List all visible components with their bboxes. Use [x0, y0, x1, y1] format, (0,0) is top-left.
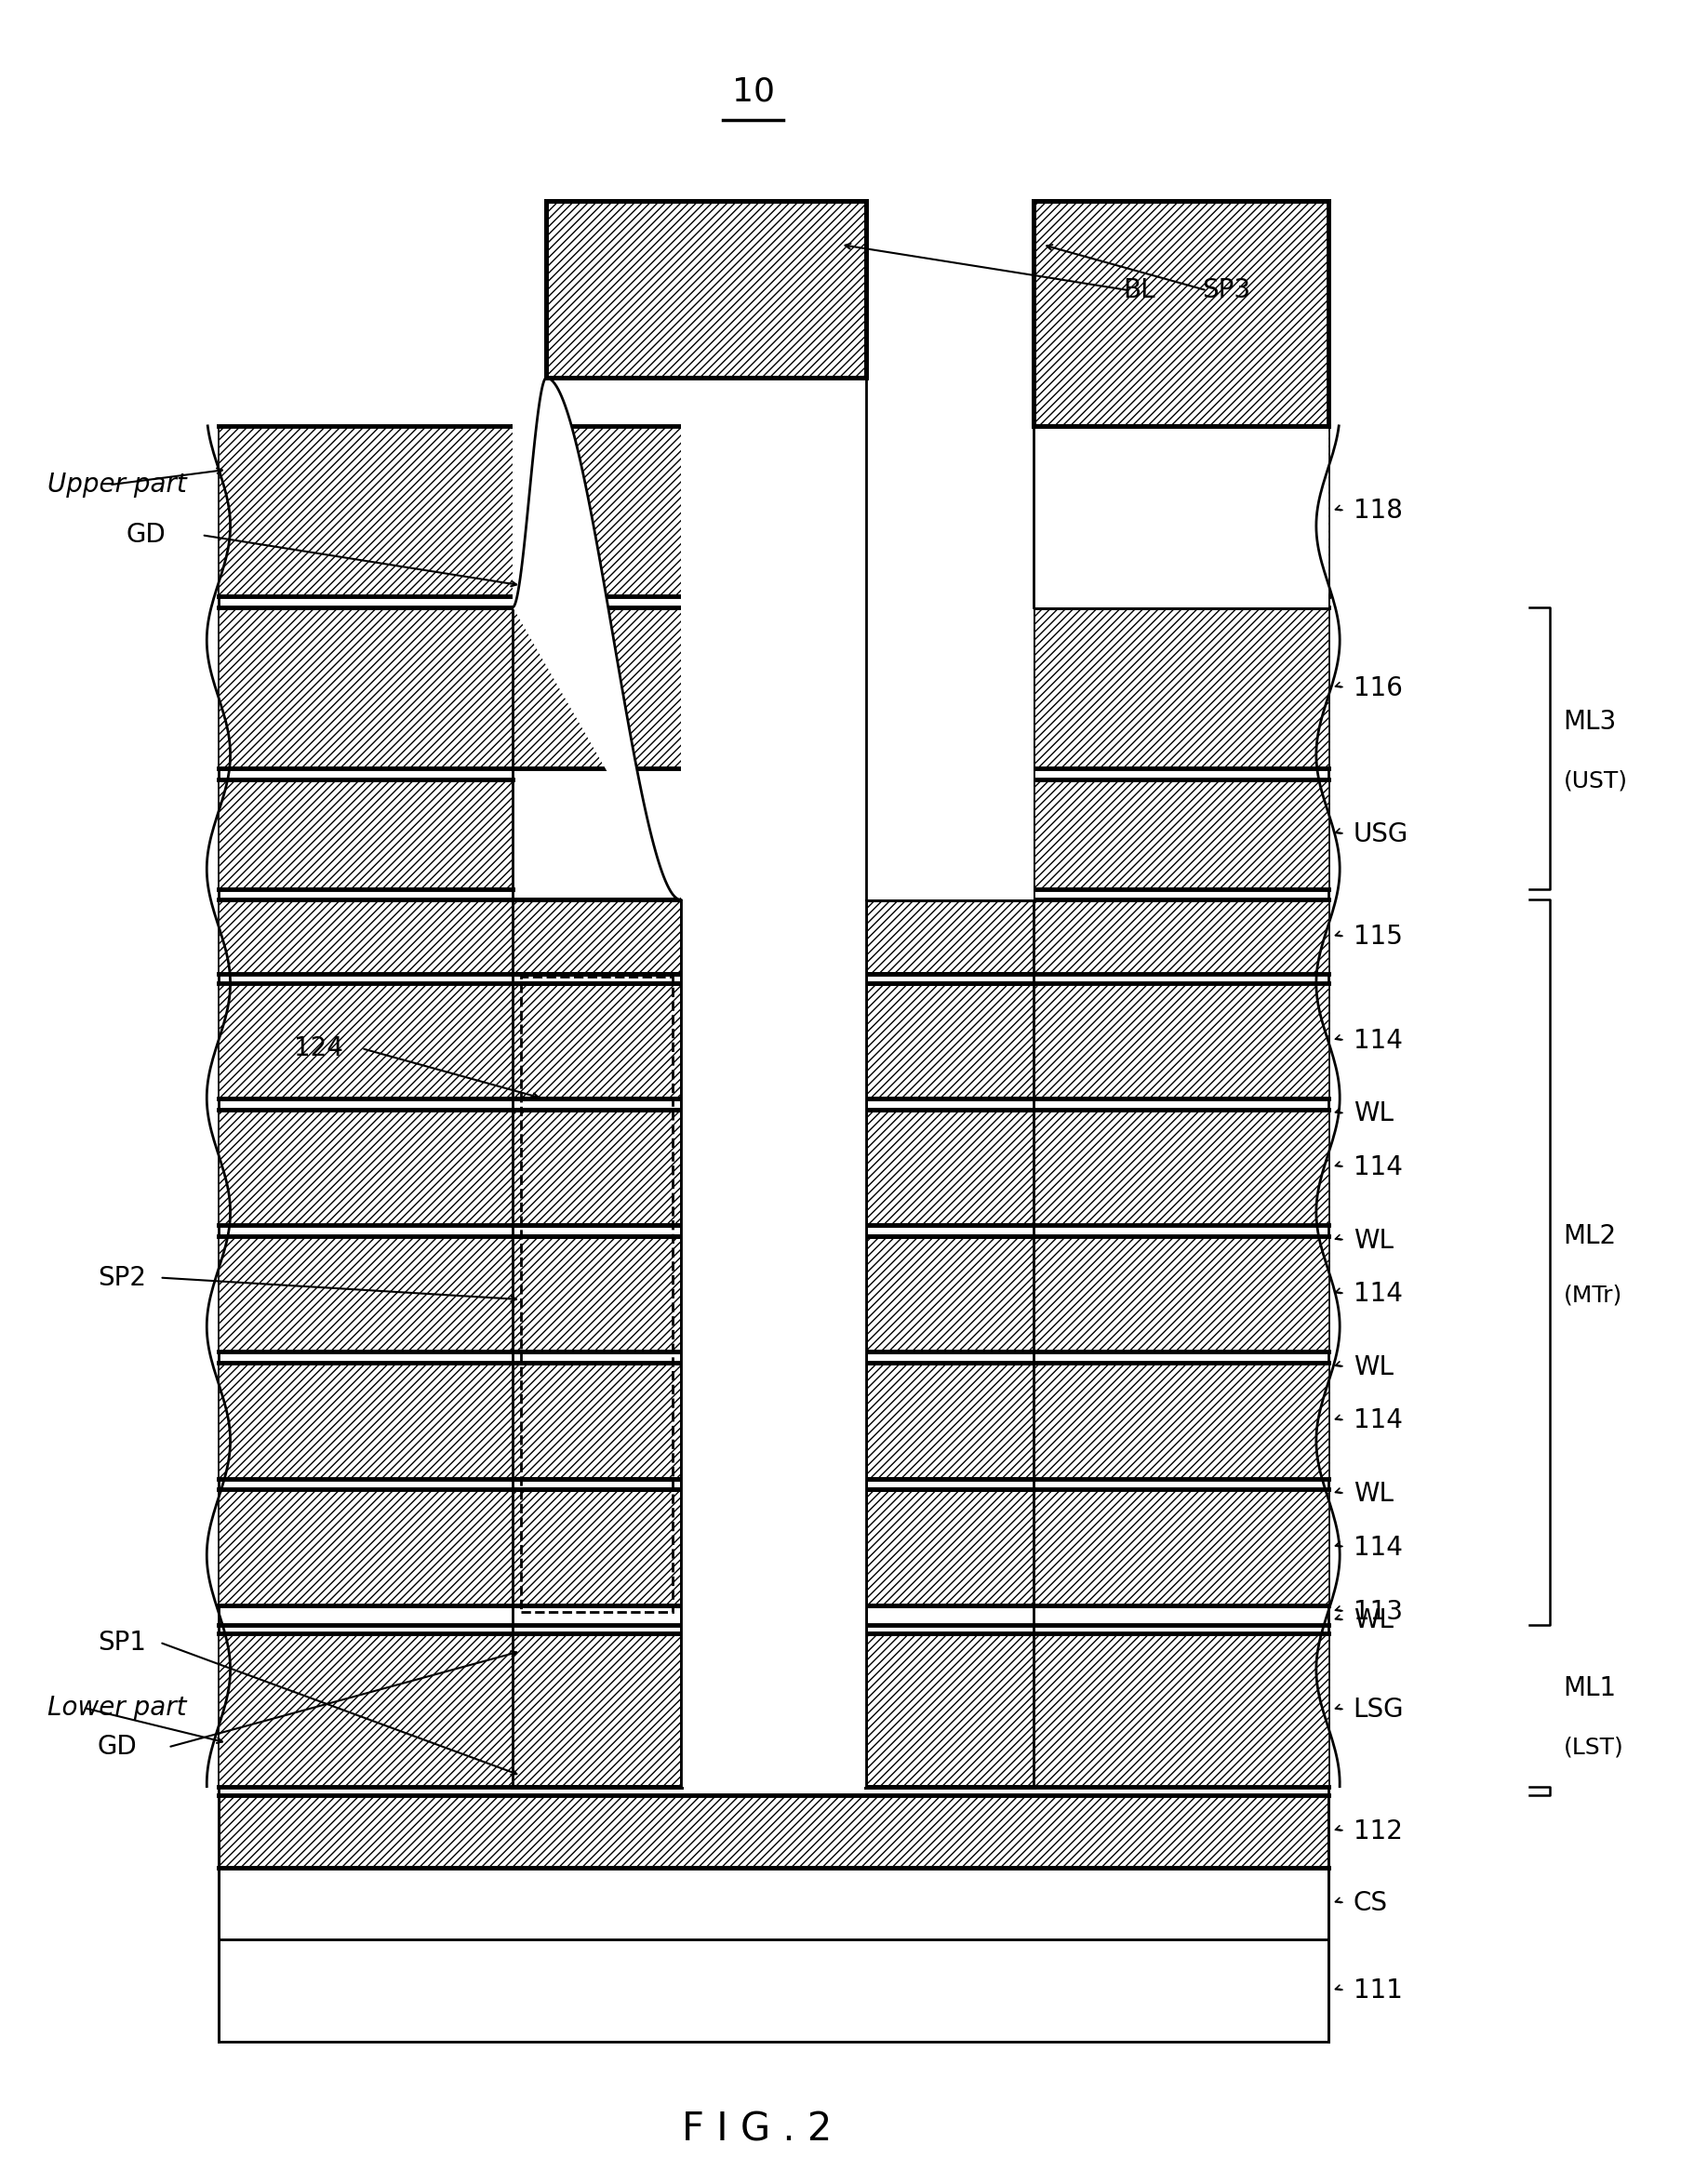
Bar: [681, 900, 866, 1787]
Bar: [866, 1109, 1034, 1225]
Bar: [219, 1795, 1328, 1867]
Text: 113: 113: [1353, 1599, 1402, 1625]
Bar: [866, 1236, 1034, 1352]
Polygon shape: [513, 378, 681, 900]
Bar: [219, 426, 513, 596]
Bar: [513, 1634, 681, 1787]
Bar: [1034, 607, 1328, 769]
Bar: [219, 1363, 513, 1479]
Bar: [681, 1363, 866, 1479]
Bar: [866, 1489, 1034, 1605]
Bar: [219, 983, 513, 1099]
Text: WL: WL: [1353, 1227, 1394, 1254]
Text: 118: 118: [1353, 498, 1402, 524]
Bar: [219, 1109, 513, 1225]
Text: SP3: SP3: [1202, 277, 1251, 304]
Bar: [513, 378, 546, 607]
Bar: [866, 1363, 1034, 1479]
Bar: [1034, 1634, 1328, 1787]
Bar: [219, 1867, 1328, 1939]
Bar: [219, 1634, 513, 1787]
Bar: [513, 607, 681, 769]
Bar: [681, 1489, 866, 1605]
Bar: [219, 780, 513, 889]
Bar: [513, 1236, 681, 1352]
Text: (LST): (LST): [1563, 1736, 1624, 1758]
Text: 114: 114: [1353, 1535, 1402, 1559]
Text: 112: 112: [1353, 1819, 1402, 1843]
Bar: [513, 983, 681, 1099]
Bar: [681, 426, 866, 1787]
Text: 114: 114: [1353, 1029, 1402, 1053]
Bar: [681, 607, 866, 769]
Bar: [1034, 983, 1328, 1099]
Bar: [521, 976, 672, 1612]
Bar: [1034, 900, 1328, 974]
Text: BL: BL: [1123, 277, 1155, 304]
Bar: [866, 983, 1034, 1099]
Polygon shape: [866, 378, 1034, 900]
Bar: [513, 900, 681, 974]
Bar: [866, 607, 1034, 769]
Text: F I G . 2: F I G . 2: [681, 2110, 832, 2149]
Text: ML1: ML1: [1563, 1675, 1617, 1701]
Text: (UST): (UST): [1563, 769, 1627, 793]
Bar: [681, 1236, 866, 1352]
Bar: [1034, 201, 1328, 426]
Text: 111: 111: [1353, 1979, 1402, 2003]
Bar: [681, 1109, 866, 1225]
Bar: [1034, 1489, 1328, 1605]
Text: 116: 116: [1353, 675, 1402, 701]
Bar: [219, 1236, 513, 1352]
Bar: [1034, 378, 1328, 607]
Bar: [219, 1939, 1328, 2042]
Bar: [513, 1363, 681, 1479]
Text: WL: WL: [1353, 1354, 1394, 1380]
Bar: [681, 900, 866, 974]
Text: ML3: ML3: [1563, 710, 1617, 734]
Bar: [681, 378, 866, 900]
Bar: [1034, 1363, 1328, 1479]
Text: 114: 114: [1353, 1282, 1402, 1306]
Text: SP2: SP2: [97, 1265, 146, 1291]
Text: GD: GD: [126, 522, 166, 548]
Text: USG: USG: [1353, 821, 1409, 847]
Bar: [1034, 1109, 1328, 1225]
Bar: [1034, 780, 1328, 889]
Bar: [866, 426, 1034, 596]
Text: SP1: SP1: [97, 1629, 146, 1655]
Bar: [219, 900, 513, 974]
Bar: [546, 201, 866, 378]
Text: WL: WL: [1353, 1101, 1394, 1127]
Bar: [219, 607, 513, 769]
Text: 10: 10: [731, 76, 775, 107]
Bar: [681, 426, 866, 596]
Text: Upper part: Upper part: [47, 472, 187, 498]
Text: WL: WL: [1353, 1607, 1394, 1634]
Bar: [513, 1109, 681, 1225]
Text: 124: 124: [294, 1035, 343, 1061]
Bar: [681, 1634, 866, 1787]
Bar: [1034, 426, 1328, 596]
Bar: [1034, 1236, 1328, 1352]
Bar: [866, 1634, 1034, 1787]
Text: ML2: ML2: [1563, 1223, 1617, 1249]
Text: GD: GD: [97, 1734, 138, 1760]
Text: 114: 114: [1353, 1155, 1402, 1179]
Text: WL: WL: [1353, 1481, 1394, 1507]
Text: Lower part: Lower part: [47, 1695, 187, 1721]
Text: 114: 114: [1353, 1409, 1402, 1433]
Text: CS: CS: [1353, 1891, 1387, 1915]
Bar: [513, 1489, 681, 1605]
Bar: [219, 1489, 513, 1605]
Bar: [681, 983, 866, 1099]
Text: (MTr): (MTr): [1563, 1284, 1622, 1306]
Bar: [866, 900, 1034, 974]
Bar: [866, 378, 1034, 900]
Text: LSG: LSG: [1353, 1697, 1404, 1723]
Text: 115: 115: [1353, 924, 1402, 950]
Bar: [513, 426, 681, 596]
